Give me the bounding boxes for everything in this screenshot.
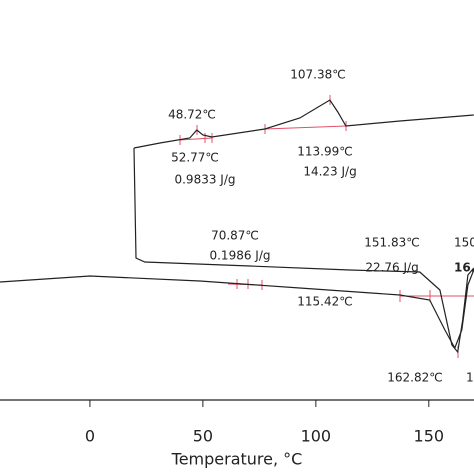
annotation: 48.72℃ <box>168 108 216 122</box>
annotation: 115.42℃ <box>297 295 352 309</box>
integration-line <box>179 137 213 141</box>
annotation: 1 <box>466 371 474 385</box>
x-tick-label: 150 <box>414 427 445 446</box>
annotation: 150 <box>454 236 474 250</box>
annotation: 113.99℃ <box>297 145 352 159</box>
x-tick-label: 0 <box>85 427 95 446</box>
annotation: 107.38℃ <box>290 68 345 82</box>
x-tick-label: 50 <box>193 427 213 446</box>
x-axis-title: Temperature, °C <box>171 450 303 469</box>
annotation: 22.76 J/g <box>365 261 418 275</box>
annotation: 52.77℃ <box>171 151 219 165</box>
annotation: 70.87℃ <box>211 229 259 243</box>
annotation: 0.9833 J/g <box>174 173 235 187</box>
curve <box>133 99 474 149</box>
annotation: 151.83℃ <box>364 236 419 250</box>
baselines <box>179 95 474 358</box>
curve <box>0 269 474 350</box>
annotation: 0.1986 J/g <box>209 249 270 263</box>
x-tick-label: 100 <box>301 427 332 446</box>
annotation: 14.23 J/g <box>303 165 356 179</box>
integration-line <box>264 125 347 130</box>
curve <box>133 147 474 354</box>
annotation: 162.82℃ <box>387 371 442 385</box>
annotation: 16. <box>454 261 474 275</box>
